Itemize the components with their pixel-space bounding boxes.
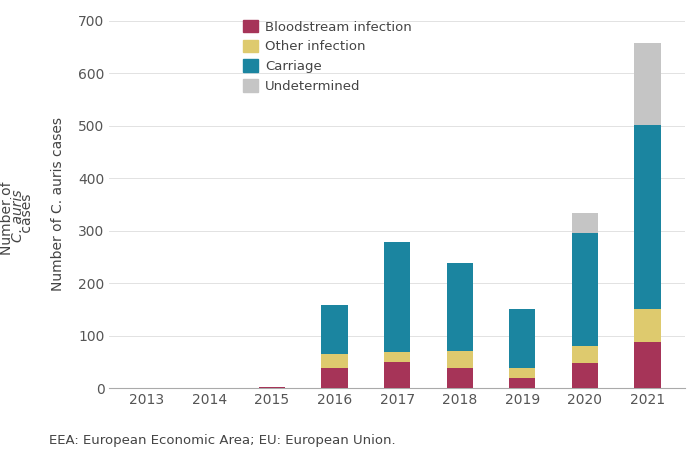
- Legend: Bloodstream infection, Other infection, Carriage, Undetermined: Bloodstream infection, Other infection, …: [243, 20, 412, 93]
- Bar: [572, 233, 598, 346]
- Bar: [321, 353, 348, 368]
- Bar: [509, 368, 536, 378]
- Bar: [384, 352, 410, 362]
- Bar: [572, 213, 598, 233]
- Bar: [509, 378, 536, 388]
- Text: Number of C. auris cases: Number of C. auris cases: [50, 117, 64, 291]
- Bar: [634, 43, 661, 124]
- Bar: [572, 346, 598, 363]
- Text: EEA: European Economic Area; EU: European Union.: EEA: European Economic Area; EU: Europea…: [49, 434, 395, 447]
- Bar: [447, 368, 473, 388]
- Text: cases: cases: [20, 194, 34, 237]
- Text: C. auris: C. auris: [10, 189, 25, 242]
- Bar: [384, 362, 410, 388]
- Bar: [321, 368, 348, 388]
- Bar: [384, 242, 410, 352]
- Bar: [572, 363, 598, 388]
- Bar: [447, 352, 473, 368]
- Bar: [509, 309, 536, 368]
- Bar: [321, 305, 348, 353]
- Bar: [634, 309, 661, 342]
- Text: Number of: Number of: [0, 176, 14, 255]
- Bar: [634, 342, 661, 388]
- Bar: [259, 387, 285, 388]
- Bar: [634, 124, 661, 309]
- Bar: [447, 263, 473, 352]
